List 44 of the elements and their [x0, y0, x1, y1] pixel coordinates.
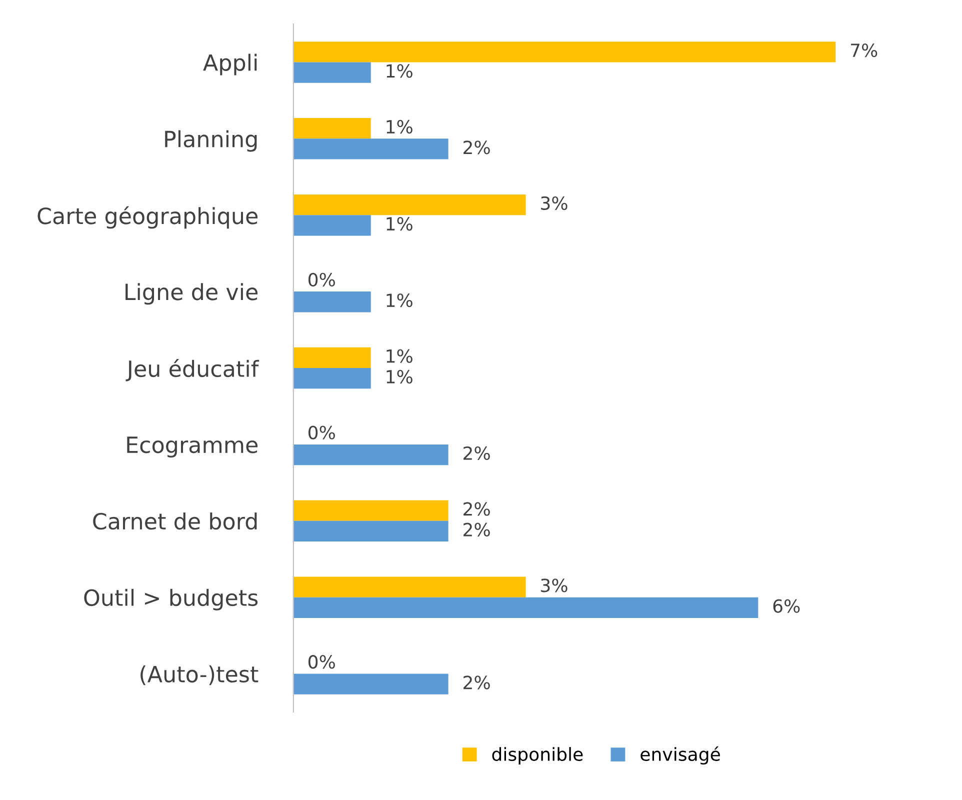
bar: [293, 292, 371, 312]
y-tick-label: Outil > budgets: [84, 588, 258, 610]
data-label: 1%: [386, 349, 412, 363]
bar: [293, 138, 448, 160]
y-tick-label: Planning: [165, 130, 257, 152]
data-label: 1%: [386, 64, 412, 78]
bar: [293, 444, 448, 466]
data-label: 1%: [386, 120, 412, 134]
bar: [293, 118, 371, 139]
legend-label: disponible: [492, 747, 583, 765]
data-label: 2%: [464, 446, 490, 460]
y-tick-label: Ligne de vie: [126, 283, 258, 305]
y-tick-label: Carnet de bord: [93, 512, 257, 530]
bar: [293, 42, 836, 62]
bar: [293, 62, 371, 83]
y-tick-label: Carte géographique: [38, 206, 258, 229]
data-label: 0%: [308, 272, 335, 286]
data-label: 3%: [541, 196, 568, 210]
data-label: 1%: [386, 293, 412, 308]
y-tick-label: Ecogramme: [127, 436, 258, 458]
data-label: 2%: [464, 522, 490, 536]
data-label: 1%: [386, 217, 412, 231]
data-label: 2%: [464, 502, 490, 516]
bar: [293, 347, 371, 368]
bar: [293, 500, 448, 521]
y-tick-label: Jeu éducatif: [126, 359, 260, 382]
data-label: 2%: [464, 676, 490, 690]
data-label: 1%: [386, 370, 412, 384]
data-label: 6%: [773, 599, 800, 613]
bar: [293, 597, 758, 618]
y-tick-label: (Auto-)test: [140, 665, 258, 686]
data-label: 7%: [851, 43, 878, 58]
bar: [293, 674, 448, 694]
data-label: 0%: [308, 426, 335, 440]
data-label: 3%: [541, 578, 568, 592]
bar: [293, 520, 448, 542]
data-label: 2%: [464, 140, 490, 154]
data-label: 0%: [308, 655, 335, 669]
bar: [293, 576, 526, 598]
legend-label: envisagé: [640, 746, 720, 765]
bar: [293, 194, 526, 216]
y-tick-label: Appli: [203, 54, 257, 76]
bar: [293, 368, 371, 389]
bar: [293, 215, 371, 236]
